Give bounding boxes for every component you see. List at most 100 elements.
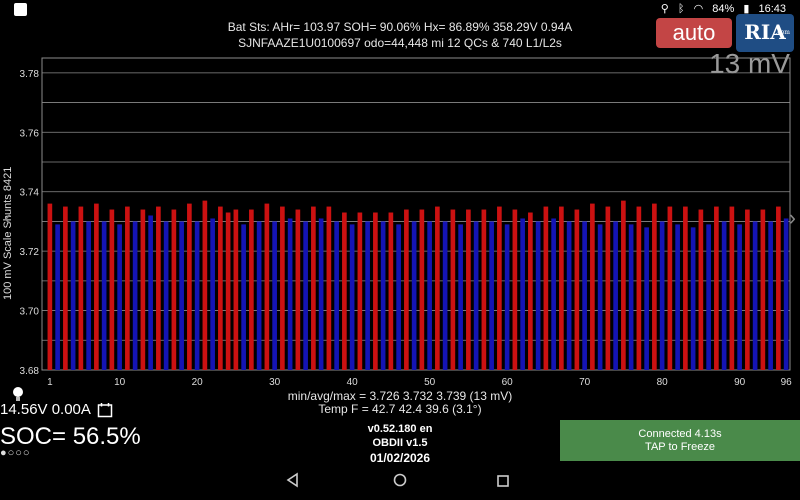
y-tick-label: 3.74	[20, 188, 40, 199]
cell-bar	[311, 206, 316, 370]
x-tick-label: 70	[579, 377, 591, 385]
obd-version: OBDII v1.5	[372, 437, 428, 449]
cell-bar	[667, 206, 673, 370]
cell-bar	[458, 224, 463, 370]
calendar-icon[interactable]	[97, 402, 113, 418]
y-axis-label: 100 mV Scale Shunts 8421	[2, 166, 14, 300]
cell-bar	[342, 212, 347, 370]
date: 01/02/2026	[369, 451, 431, 465]
aux-battery-readout: 14.56V 0.00A	[0, 401, 91, 418]
lightbulb-icon[interactable]	[12, 386, 24, 402]
cell-bar	[404, 209, 409, 370]
cell-bar	[318, 218, 324, 370]
cell-bar	[566, 221, 572, 370]
cell-bar	[768, 221, 773, 370]
prev-page-arrow-icon[interactable]: ‹	[4, 205, 12, 230]
cell-bar	[411, 221, 417, 370]
min-avg-max: min/avg/max = 3.726 3.732 3.739 (13 mV)	[287, 389, 513, 403]
cell-bar	[698, 209, 704, 370]
connection-freeze-button[interactable]: Connected 4.13s TAP to Freeze	[560, 420, 800, 461]
next-page-arrow-icon[interactable]: ›	[788, 205, 796, 230]
cell-bar	[280, 206, 285, 370]
cell-bar	[171, 209, 177, 370]
cell-bar	[559, 206, 564, 370]
cell-bar	[349, 224, 355, 370]
y-tick-label: 3.76	[20, 128, 40, 139]
x-tick-label: 40	[347, 377, 359, 385]
cell-bar	[365, 221, 370, 370]
cell-bar	[241, 224, 246, 370]
cell-bar	[272, 221, 277, 370]
cell-bar	[303, 221, 308, 370]
app-version: v0.52.180 en	[367, 423, 433, 435]
cell-bar	[132, 221, 138, 370]
x-tick-label: 10	[114, 377, 126, 385]
logo-auto: auto	[656, 18, 732, 48]
cell-bar	[582, 221, 587, 370]
nav-home-icon[interactable]	[392, 472, 408, 488]
cell-bar	[156, 206, 161, 370]
cell-bar	[466, 209, 471, 370]
freeze-hint: TAP to Freeze	[645, 440, 715, 453]
x-tick-label: 96	[781, 377, 793, 385]
x-tick-label: 90	[734, 377, 746, 385]
cell-bar	[721, 221, 727, 370]
autoria-watermark: auto RIA .com	[656, 12, 796, 54]
cell-bar	[621, 200, 626, 370]
y-tick-label: 3.70	[20, 307, 40, 318]
cell-bar	[644, 227, 649, 370]
y-tick-label: 3.68	[20, 366, 40, 377]
cell-bar	[442, 221, 448, 370]
cell-bar	[683, 206, 688, 370]
state-of-charge: SOC= 56.5%	[0, 423, 141, 450]
cell-bar	[783, 218, 789, 370]
cell-bar	[427, 221, 432, 370]
cell-bar	[675, 224, 680, 370]
nav-recents-icon[interactable]	[496, 474, 510, 488]
cell-bar	[373, 212, 378, 370]
cell-bar	[326, 206, 332, 370]
cell-bar	[210, 218, 215, 370]
cell-voltage-chart[interactable]: 3.68 3.70 3.72 3.74 3.76 3.78 1 10 20 30 40 50 60 70 8…	[0, 55, 800, 385]
battery-status-line: Bat Sts: AHr= 103.97 SOH= 90.06% Hx= 86.…	[227, 20, 573, 34]
cell-bar	[194, 221, 200, 370]
cell-bar	[504, 224, 510, 370]
cell-bar	[745, 209, 750, 370]
cell-bar	[117, 224, 122, 370]
cell-bar	[101, 221, 107, 370]
cell-bar	[535, 221, 541, 370]
cell-bar	[605, 206, 611, 370]
x-tick-label: 20	[192, 377, 204, 385]
cell-bar	[760, 209, 766, 370]
cell-bar	[70, 221, 76, 370]
x-tick-label: 50	[424, 377, 436, 385]
cell-bar	[163, 221, 169, 370]
cell-bar	[94, 203, 99, 370]
connection-status: Connected 4.13s	[638, 427, 722, 440]
cell-bar	[636, 206, 642, 370]
cell-bar	[752, 221, 758, 370]
cell-bar	[295, 209, 301, 370]
x-tick-label: 1	[47, 377, 53, 385]
cell-bar	[86, 221, 91, 370]
x-tick-label: 60	[502, 377, 514, 385]
cell-bar	[380, 221, 386, 370]
cell-bar	[140, 209, 146, 370]
cell-bar	[590, 203, 595, 370]
nav-back-icon[interactable]	[285, 472, 301, 488]
cell-bar	[543, 206, 549, 370]
cell-bar	[776, 206, 781, 370]
cell-bar	[287, 218, 293, 370]
cell-bar	[690, 227, 696, 370]
x-tick-label: 30	[269, 377, 281, 385]
temperature-readout: Temp F = 42.7 42.4 39.6 (3.1°)	[318, 402, 482, 416]
cell-bar	[47, 203, 53, 370]
cell-bar	[473, 221, 479, 370]
cell-bar	[249, 209, 254, 370]
cell-bar	[659, 221, 665, 370]
cell-bar	[202, 200, 208, 370]
y-tick-label: 3.78	[20, 69, 40, 80]
cell-bar	[109, 209, 115, 370]
cell-bar	[714, 206, 719, 370]
cell-bar	[737, 224, 742, 370]
